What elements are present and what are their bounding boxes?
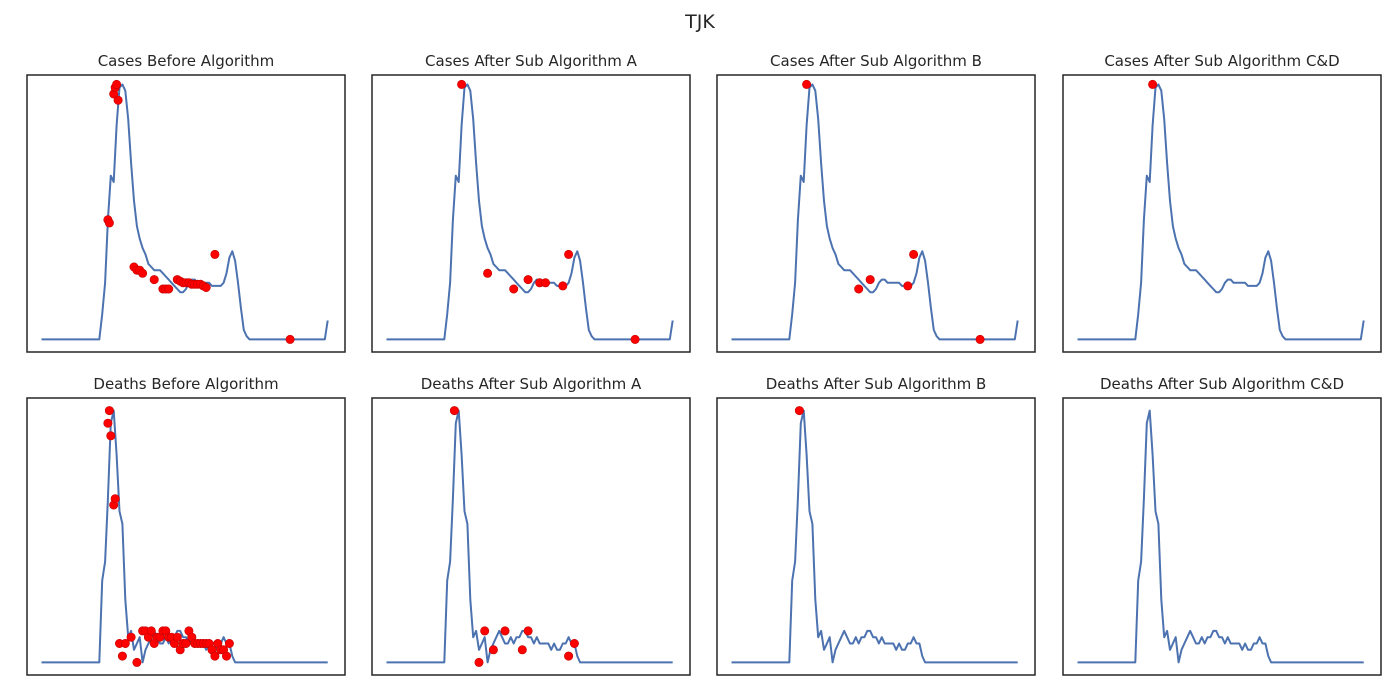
axes-frame — [371, 74, 691, 353]
plot-area — [1077, 409, 1364, 664]
subplot-title: Cases Before Algorithm — [98, 52, 275, 70]
plot-area — [41, 79, 329, 344]
subplot-6: Deaths After Sub Algorithm A — [371, 375, 691, 676]
subplot-title: Cases After Sub Algorithm B — [770, 52, 982, 70]
series-line — [731, 83, 1019, 341]
highlight-point — [909, 249, 919, 259]
axes-frame — [1062, 74, 1382, 353]
series-line — [1077, 83, 1365, 341]
highlight-point — [210, 249, 220, 259]
highlight-point — [517, 645, 527, 655]
highlight-point — [224, 638, 234, 648]
subplot-3: Cases After Sub Algorithm B — [716, 52, 1036, 353]
subplot-8: Deaths After Sub Algorithm C&D — [1062, 375, 1382, 676]
subplot-2: Cases After Sub Algorithm A — [371, 52, 691, 353]
subplot-7: Deaths After Sub Algorithm B — [716, 375, 1036, 676]
highlight-point — [104, 406, 114, 416]
series-line — [41, 83, 329, 341]
highlight-point — [854, 284, 864, 294]
highlight-point — [117, 651, 127, 661]
plot-area — [1077, 79, 1365, 341]
plot-area — [386, 406, 673, 667]
subplot-4: Cases After Sub Algorithm C&D — [1062, 52, 1382, 353]
subplot-title: Cases After Sub Algorithm A — [425, 52, 638, 70]
highlight-point — [106, 431, 116, 441]
highlight-point — [564, 249, 574, 259]
highlight-point — [110, 494, 120, 504]
highlight-point — [285, 334, 295, 344]
subplot-title: Deaths Before Algorithm — [93, 375, 278, 393]
series-line — [386, 83, 674, 341]
axes-frame — [716, 397, 1036, 676]
highlight-point — [222, 651, 232, 661]
highlight-point — [794, 406, 804, 416]
highlight-point — [126, 632, 136, 642]
figure-title: TJK — [684, 11, 715, 33]
highlight-point — [500, 626, 510, 636]
highlight-point — [201, 282, 211, 292]
highlight-point — [509, 284, 519, 294]
highlight-point — [523, 626, 533, 636]
axes-frame — [26, 74, 346, 353]
highlight-point — [103, 418, 113, 428]
highlight-point — [630, 334, 640, 344]
highlight-point — [146, 626, 156, 636]
highlight-point — [474, 657, 484, 667]
highlight-point — [975, 334, 985, 344]
axes-frame — [371, 397, 691, 676]
highlight-point — [1148, 79, 1158, 89]
highlight-point — [564, 651, 574, 661]
axes-frame — [26, 397, 346, 676]
highlight-point — [149, 275, 159, 285]
plot-area — [731, 79, 1019, 344]
highlight-point — [569, 638, 579, 648]
highlight-point — [120, 638, 130, 648]
plot-area — [386, 79, 674, 344]
plot-area — [41, 406, 328, 667]
series-line — [731, 409, 1018, 664]
subplot-title: Cases After Sub Algorithm C&D — [1104, 52, 1339, 70]
highlight-point — [112, 79, 122, 89]
highlight-point — [132, 657, 142, 667]
axes-frame — [716, 74, 1036, 353]
highlight-point — [558, 281, 568, 291]
highlight-point — [540, 278, 550, 288]
highlight-point — [138, 268, 148, 278]
subplot-title: Deaths After Sub Algorithm A — [421, 375, 642, 393]
highlight-point — [113, 95, 123, 105]
highlight-point — [172, 632, 182, 642]
highlight-point — [802, 79, 812, 89]
highlight-point — [449, 406, 459, 416]
subplot-1: Cases Before Algorithm — [26, 52, 346, 353]
highlight-point — [457, 79, 467, 89]
highlight-point — [488, 645, 498, 655]
subplot-5: Deaths Before Algorithm — [26, 375, 346, 676]
highlight-point — [210, 651, 220, 661]
plot-area — [731, 406, 1018, 664]
axes-frame — [1062, 397, 1382, 676]
series-line — [386, 409, 673, 664]
highlight-point — [903, 281, 913, 291]
highlight-point — [164, 284, 174, 294]
series-line — [1077, 409, 1364, 664]
subplot-grid: Cases Before Algorithm Cases After Sub Al… — [26, 52, 1382, 676]
subplot-title: Deaths After Sub Algorithm C&D — [1100, 375, 1344, 393]
highlight-point — [523, 275, 533, 285]
highlight-point — [480, 626, 490, 636]
highlight-point — [181, 638, 191, 648]
highlight-point — [483, 268, 493, 278]
highlight-point — [104, 218, 114, 228]
subplot-title: Deaths After Sub Algorithm B — [766, 375, 987, 393]
series-line — [41, 409, 328, 664]
highlight-point — [865, 275, 875, 285]
